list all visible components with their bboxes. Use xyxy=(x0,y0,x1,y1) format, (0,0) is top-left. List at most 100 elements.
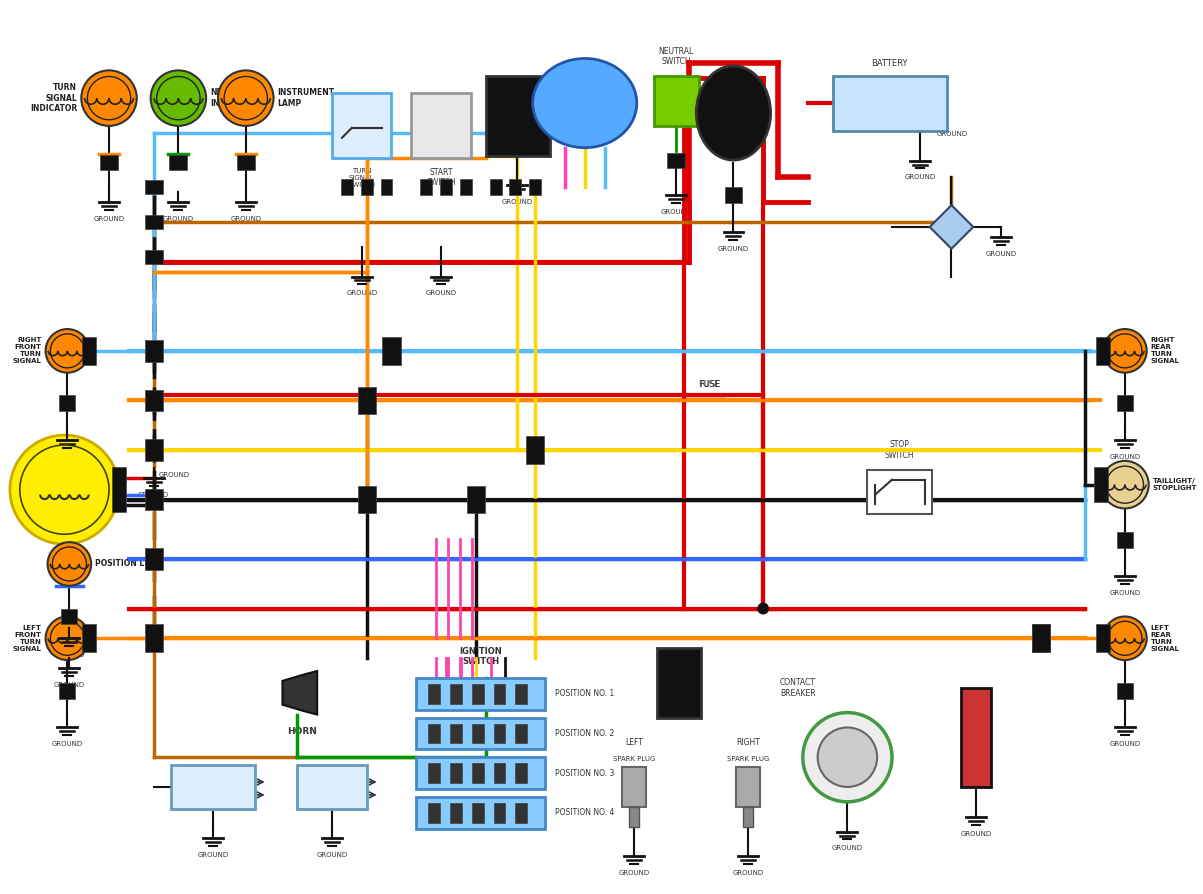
Text: TURN
SIGNAL
SWITCH: TURN SIGNAL SWITCH xyxy=(348,167,375,188)
Bar xyxy=(736,767,760,806)
Bar xyxy=(493,723,505,743)
Text: GROUND: GROUND xyxy=(94,216,125,222)
Bar xyxy=(428,803,440,822)
Bar xyxy=(144,489,162,510)
Text: GROUND: GROUND xyxy=(54,652,85,658)
Bar xyxy=(428,684,440,704)
Text: GROUND: GROUND xyxy=(831,846,863,851)
Text: GROUND: GROUND xyxy=(1109,590,1140,595)
Circle shape xyxy=(757,603,769,614)
Bar xyxy=(666,153,685,168)
Text: HORN
SWITCH: HORN SWITCH xyxy=(318,777,346,797)
Circle shape xyxy=(1103,617,1146,660)
Bar xyxy=(357,386,375,414)
Bar xyxy=(59,395,76,411)
Circle shape xyxy=(818,728,877,787)
Text: BREAKER: BREAKER xyxy=(829,764,865,770)
Bar xyxy=(515,803,527,822)
Text: ALTERNATOR: ALTERNATOR xyxy=(552,98,617,107)
Text: GROUND: GROUND xyxy=(502,199,533,206)
Bar xyxy=(472,723,484,743)
Circle shape xyxy=(82,71,137,126)
Text: IGNITION
SWITCH: IGNITION SWITCH xyxy=(460,646,502,666)
Text: POSITION LIGHT: POSITION LIGHT xyxy=(95,560,165,569)
Text: LIGHT: LIGHT xyxy=(49,493,79,502)
Circle shape xyxy=(802,713,891,802)
Text: TURN
SIGNAL
SWITCH: TURN SIGNAL SWITCH xyxy=(348,115,375,135)
Bar xyxy=(1116,683,1133,699)
Bar xyxy=(490,180,502,195)
Text: GROUND: GROUND xyxy=(1109,741,1140,747)
Bar xyxy=(1096,624,1110,652)
Text: SPARK PLUG: SPARK PLUG xyxy=(727,756,770,763)
Bar xyxy=(472,763,484,783)
Bar xyxy=(450,803,462,822)
Bar xyxy=(515,763,527,783)
Bar xyxy=(1116,532,1133,548)
Text: RIGHT
REAR
TURN
SIGNAL: RIGHT REAR TURN SIGNAL xyxy=(1151,337,1180,365)
Bar xyxy=(144,439,162,461)
Bar xyxy=(1095,468,1108,502)
Bar xyxy=(440,180,452,195)
Text: FUSE: FUSE xyxy=(699,380,721,389)
Text: LEFT
REAR
TURN
SIGNAL: LEFT REAR TURN SIGNAL xyxy=(1151,625,1180,652)
Bar xyxy=(144,390,162,411)
Bar xyxy=(961,687,991,787)
Bar xyxy=(380,180,392,195)
Circle shape xyxy=(529,444,541,456)
Text: +: + xyxy=(854,94,871,113)
Bar xyxy=(340,180,352,195)
Text: CONTACT: CONTACT xyxy=(829,734,866,740)
Bar xyxy=(657,648,700,718)
Bar xyxy=(472,803,484,822)
Text: GROUND: GROUND xyxy=(197,852,229,858)
Bar xyxy=(144,249,162,264)
Text: POSITION NO. 4: POSITION NO. 4 xyxy=(555,808,615,817)
Circle shape xyxy=(1103,329,1146,373)
Bar xyxy=(144,181,162,194)
Text: INSTRUMENT
LAMP: INSTRUMENT LAMP xyxy=(278,89,334,108)
Bar xyxy=(1032,624,1049,652)
Text: RIGHT
FRONT
TURN
SIGNAL: RIGHT FRONT TURN SIGNAL xyxy=(13,337,42,365)
Text: NEUTRAL
INDICATOR: NEUTRAL INDICATOR xyxy=(211,89,257,108)
Circle shape xyxy=(150,71,206,126)
Bar xyxy=(450,763,462,783)
Bar xyxy=(654,76,699,126)
Bar xyxy=(467,485,485,513)
Text: GROUND: GROUND xyxy=(52,454,83,460)
Circle shape xyxy=(10,435,119,544)
Bar xyxy=(515,684,527,704)
Bar xyxy=(472,684,484,704)
Text: DIMMER
SWITCH: DIMMER SWITCH xyxy=(197,777,229,797)
Bar xyxy=(420,180,432,195)
Bar xyxy=(82,624,96,652)
Bar xyxy=(622,767,646,806)
Text: START
SWITCH: START SWITCH xyxy=(426,167,456,187)
Bar xyxy=(724,188,742,203)
Bar xyxy=(1096,337,1110,365)
Circle shape xyxy=(46,329,89,373)
Bar xyxy=(237,155,255,171)
Bar xyxy=(450,684,462,704)
Bar xyxy=(450,723,462,743)
Circle shape xyxy=(46,617,89,660)
Bar xyxy=(1116,395,1133,411)
Bar xyxy=(428,763,440,783)
Bar xyxy=(112,468,126,512)
Polygon shape xyxy=(930,205,973,249)
Text: GROUND: GROUND xyxy=(316,852,348,858)
Text: FUSE: FUSE xyxy=(698,380,719,389)
Text: GROUND: GROUND xyxy=(230,216,261,222)
Bar xyxy=(629,806,639,827)
Bar xyxy=(100,155,118,171)
Text: RIGHT: RIGHT xyxy=(736,738,760,747)
Text: POSITION NO. 1: POSITION NO. 1 xyxy=(555,689,615,698)
Text: GROUND: GROUND xyxy=(1109,454,1140,460)
Bar xyxy=(172,765,255,809)
Text: SPARK PLUG: SPARK PLUG xyxy=(614,756,656,763)
Bar xyxy=(515,723,527,743)
Text: NEUTRAL
SWITCH: NEUTRAL SWITCH xyxy=(658,47,694,66)
Text: TURN
SIGNAL
INDICATOR: TURN SIGNAL INDICATOR xyxy=(30,83,77,113)
Text: HEAD: HEAD xyxy=(51,477,78,486)
Text: RELAY: RELAY xyxy=(721,92,747,101)
